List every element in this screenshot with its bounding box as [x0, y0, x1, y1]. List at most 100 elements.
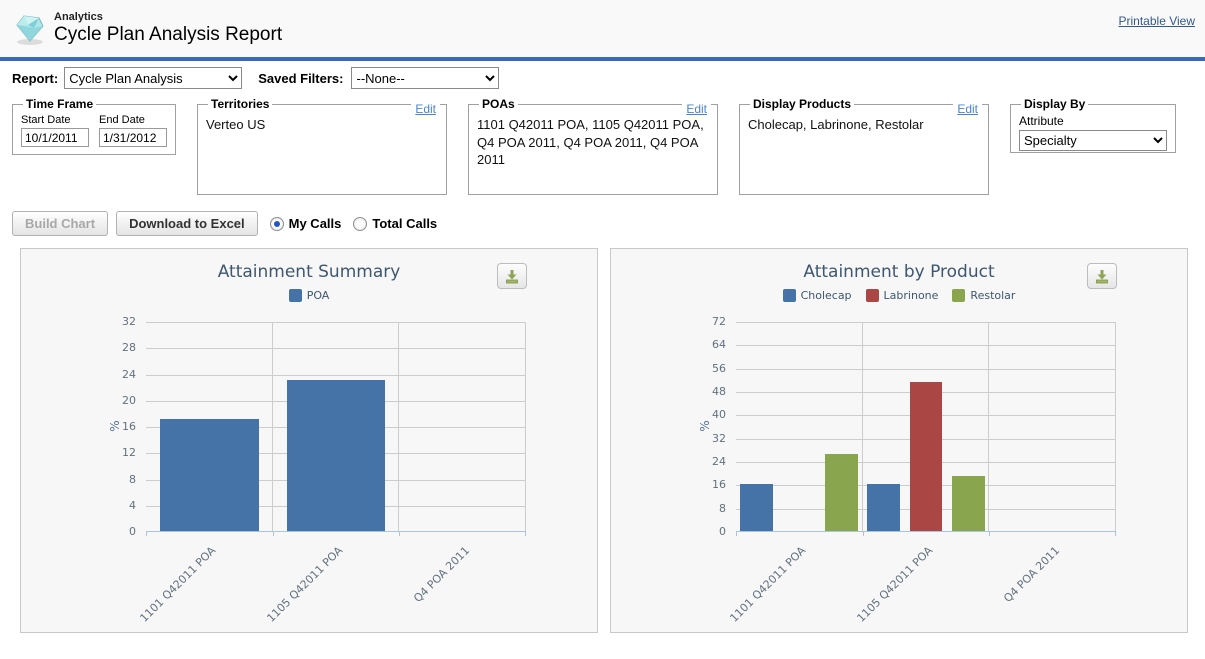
bar-labrinone	[909, 382, 943, 531]
gridline	[736, 345, 1116, 347]
report-label: Report:	[12, 70, 59, 86]
y-tick-label: 32	[712, 431, 726, 445]
y-tick-label: 16	[712, 478, 726, 492]
y-tick-label: 8	[719, 501, 726, 515]
y-tick-label: 24	[122, 367, 136, 381]
bar-poa	[286, 380, 386, 531]
territories-legend: Territories	[211, 97, 270, 111]
radio-circle-icon	[269, 216, 284, 231]
my-calls-radio[interactable]: My Calls	[269, 216, 341, 231]
gridline	[736, 322, 1116, 323]
bar-cholecap	[740, 484, 774, 531]
charts-row: Attainment Summary POA % 0 4 8 12 16 20 24 28 32…	[20, 248, 1188, 633]
bar-restolar	[951, 475, 985, 531]
axis-tick	[525, 532, 526, 536]
download-icon	[506, 269, 518, 283]
chart-panel-attainment-by-product: Attainment by Product Cholecap Labrinone R…	[610, 248, 1188, 633]
page-title: Cycle Plan Analysis Report	[54, 24, 283, 45]
y-tick-label: 20	[122, 393, 136, 407]
y-tick-label: 72	[712, 315, 726, 328]
display-products-legend: Display Products	[753, 97, 852, 111]
y-tick-label: 0	[719, 525, 726, 538]
axis-tick	[272, 532, 274, 536]
display-products-edit-link[interactable]: Edit	[953, 102, 982, 116]
attribute-label: Attribute	[1019, 114, 1064, 128]
start-date-label: Start Date	[21, 114, 71, 126]
gridline	[398, 322, 400, 531]
y-tick-label: 24	[712, 455, 726, 468]
chart-download-button[interactable]	[1087, 263, 1117, 289]
saved-filters-select[interactable]: --None--	[351, 67, 500, 89]
x-category-label: 1105 Q42011 POA	[854, 544, 936, 625]
x-category-label: 1101 Q42011 POA	[727, 544, 809, 625]
y-tick-label: 4	[129, 498, 136, 512]
legend-item-cholecap[interactable]: Cholecap	[782, 289, 852, 302]
x-category-label: Q4 POA 2011	[1000, 544, 1062, 606]
filters-row: Time Frame Start Date End Date Territori…	[0, 93, 1205, 195]
x-category-label: 1101 Q42011 POA	[137, 544, 219, 625]
gridline	[736, 368, 1116, 370]
calls-radio-group: My Calls Total Calls	[269, 216, 437, 231]
legend-item-restolar[interactable]: Restolar	[952, 289, 1015, 302]
territories-fieldset: Territories Edit Verteo US	[197, 97, 447, 195]
axis-tick	[989, 532, 991, 536]
bar-restolar	[825, 453, 859, 531]
chart-panel-attainment-summary: Attainment Summary POA % 0 4 8 12 16 20 24 28 32…	[20, 248, 598, 633]
end-date-label: End Date	[99, 114, 145, 126]
legend-label: Labrinone	[883, 289, 939, 302]
y-tick-label: 32	[122, 315, 136, 328]
axis-tick	[146, 532, 147, 536]
bar-cholecap	[867, 484, 901, 531]
display-by-fieldset: Display By Attribute Specialty	[1010, 97, 1176, 153]
start-date-input[interactable]	[21, 128, 89, 147]
legend-item-poa[interactable]: POA	[288, 289, 329, 302]
end-date-input[interactable]	[99, 128, 167, 147]
legend-swatch	[782, 289, 796, 302]
total-calls-radio[interactable]: Total Calls	[353, 216, 437, 231]
display-products-fieldset: Display Products Edit Cholecap, Labrinon…	[739, 97, 989, 195]
y-tick-label: 40	[712, 408, 726, 422]
y-tick-label: 12	[122, 446, 136, 460]
legend-label: Cholecap	[800, 289, 852, 302]
gridline	[146, 348, 526, 350]
poas-edit-link[interactable]: Edit	[682, 102, 711, 116]
y-tick-label: 48	[712, 385, 726, 398]
gridline	[1115, 322, 1116, 531]
chart-title: Attainment by Product	[803, 262, 995, 282]
bar-poa	[159, 419, 259, 531]
time-frame-legend: Time Frame	[26, 97, 94, 111]
download-icon	[1096, 269, 1108, 283]
y-tick-label: 64	[712, 338, 726, 352]
plot-area	[736, 322, 1116, 536]
app-label: Analytics	[54, 11, 103, 23]
poas-fieldset: POAs Edit 1101 Q42011 POA, 1105 Q42011 P…	[468, 97, 718, 195]
poas-value: 1101 Q42011 POA, 1105 Q42011 POA, Q4 POA…	[477, 117, 704, 168]
axis-tick	[399, 532, 401, 536]
chart-download-button[interactable]	[497, 263, 527, 289]
saved-filters-label: Saved Filters:	[258, 70, 344, 86]
plot-area	[146, 322, 526, 536]
time-frame-fieldset: Time Frame Start Date End Date	[12, 97, 176, 155]
territories-edit-link[interactable]: Edit	[411, 102, 440, 116]
axis-tick	[1115, 532, 1116, 536]
axis-tick	[862, 532, 864, 536]
gridline	[861, 322, 863, 531]
y-tick-label: 28	[122, 341, 136, 355]
header-divider	[0, 57, 1205, 61]
build-chart-button[interactable]: Build Chart	[12, 211, 109, 236]
x-category-label: Q4 POA 2011	[410, 544, 472, 606]
chart-title: Attainment Summary	[217, 262, 401, 282]
axis-tick	[736, 532, 737, 536]
gridline	[525, 322, 526, 531]
report-select[interactable]: Cycle Plan Analysis	[64, 67, 243, 89]
legend-swatch	[865, 289, 879, 302]
y-tick-label: 56	[712, 361, 726, 375]
gridline	[146, 322, 526, 323]
printable-view-link[interactable]: Printable View	[1118, 14, 1196, 28]
actions-row: Build Chart Download to Excel My Calls T…	[0, 195, 1205, 246]
display-by-attribute-select[interactable]: Specialty	[1019, 130, 1167, 151]
legend-item-labrinone[interactable]: Labrinone	[865, 289, 939, 302]
download-to-excel-button[interactable]: Download to Excel	[116, 211, 258, 236]
poas-legend: POAs	[482, 97, 515, 111]
gridline	[146, 374, 526, 376]
